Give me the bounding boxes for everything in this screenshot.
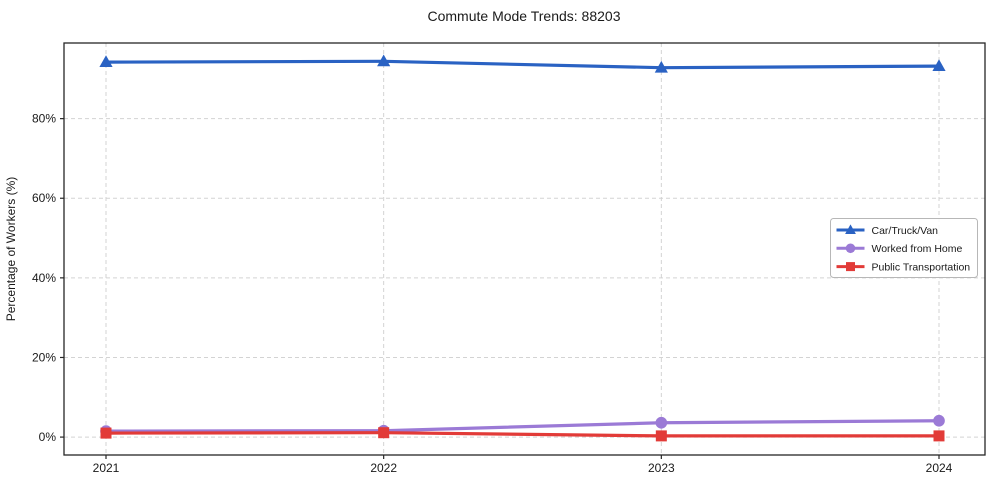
legend-marker-triangle-car-truck-van (845, 224, 856, 235)
marker-circle-worked-from-home (655, 416, 668, 429)
series-line-worked-from-home (104, 419, 941, 433)
legend: Car/Truck/Van Worked from Home Public Tran… (830, 218, 978, 278)
marker-square-public-transportation (933, 430, 945, 442)
marker-square-public-transportation (100, 427, 112, 439)
y-tick-label: 80% (32, 112, 56, 126)
marker-triangle-car-truck-van (99, 55, 113, 68)
series-public-transportation (100, 427, 945, 442)
marker-circle-worked-from-home (933, 414, 945, 427)
series-line-car-truck-van (104, 59, 941, 70)
y-tick-label: 60% (32, 191, 56, 205)
y-tick-label: 40% (32, 271, 56, 285)
axis-ticks (60, 118, 940, 459)
axis-tick-labels: 0% 20% 40% 60% 80% 2021 2022 2023 2024 (32, 112, 953, 475)
legend-label-car-truck-van: Car/Truck/Van (872, 225, 939, 237)
marker-triangle-car-truck-van (377, 54, 391, 67)
x-tick-label: 2021 (93, 461, 120, 475)
legend-label-worked-from-home: Worked from Home (872, 243, 963, 255)
y-tick-label: 0% (39, 430, 57, 444)
y-tick-label: 20% (32, 350, 56, 364)
series-line-public-transportation (104, 431, 941, 438)
legend-item-worked-from-home: Worked from Home (836, 243, 963, 255)
marker-square-public-transportation (655, 430, 667, 442)
marker-triangle-car-truck-van (932, 59, 946, 72)
plot-frame (63, 42, 986, 456)
legend-marker-circle-worked-from-home (845, 243, 856, 254)
legend-box (830, 218, 978, 278)
x-tick-label: 2024 (926, 461, 953, 475)
legend-marker-square-public-transportation (846, 262, 855, 272)
x-tick-label: 2023 (648, 461, 675, 475)
legend-item-car-truck-van: Car/Truck/Van (836, 224, 939, 237)
series-car-truck-van (99, 54, 946, 73)
legend-label-public-transportation: Public Transportation (872, 261, 971, 273)
x-tick-label: 2022 (370, 461, 397, 475)
y-axis-label: Percentage of Workers (%) (4, 177, 18, 322)
marker-square-public-transportation (378, 427, 390, 439)
series-layer (99, 54, 946, 442)
legend-item-public-transportation: Public Transportation (836, 261, 971, 273)
chart-title: Commute Mode Trends: 88203 (428, 8, 621, 24)
marker-triangle-car-truck-van (654, 60, 668, 73)
